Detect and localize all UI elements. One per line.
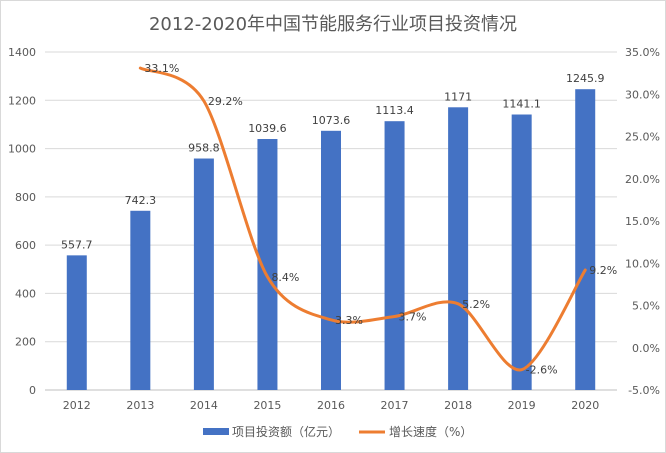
y-left-tick-label: 200 — [15, 336, 36, 349]
chart-title: 2012-2020年中国节能服务行业项目投资情况 — [149, 14, 517, 35]
bar — [66, 255, 87, 390]
y-right-tick-label: 35.0% — [625, 46, 660, 59]
bar — [130, 210, 151, 390]
bar-data-label: 1245.9 — [566, 72, 605, 85]
x-tick-label: 2014 — [190, 399, 218, 412]
bar — [321, 130, 341, 390]
line-data-label: 3.3% — [335, 314, 363, 327]
y-left-tick-label: 0 — [29, 384, 36, 397]
bar-data-label: 1171 — [444, 90, 472, 103]
y-left-tick-label: 1200 — [8, 94, 36, 107]
bar-data-label: 1141.1 — [502, 98, 541, 111]
y-right-tick-label: 5.0% — [632, 300, 660, 313]
bar — [193, 158, 214, 390]
legend-label-bar: 项目投资额（亿元） — [232, 424, 340, 439]
line-data-label: 8.4% — [271, 271, 299, 284]
y-right-tick-label: 30.0% — [625, 88, 660, 101]
bar — [384, 121, 405, 391]
y-left-tick-label: 1400 — [8, 46, 36, 59]
y-right-tick-label: 20.0% — [625, 173, 660, 186]
y-left-tick-label: 600 — [15, 239, 36, 252]
x-tick-label: 2016 — [317, 399, 345, 412]
line-data-label: 29.2% — [208, 95, 243, 108]
line-data-label: 3.7% — [399, 310, 427, 323]
x-tick-label: 2018 — [444, 399, 472, 412]
x-tick-label: 2015 — [253, 399, 281, 412]
bar-data-label: 557.7 — [61, 238, 93, 251]
x-tick-label: 2017 — [381, 399, 409, 412]
y-right-tick-label: 15.0% — [625, 215, 660, 228]
legend-swatch-bar — [203, 428, 229, 435]
x-tick-label: 2012 — [63, 399, 91, 412]
y-left-tick-label: 800 — [15, 191, 36, 204]
x-tick-label: 2013 — [126, 399, 154, 412]
line-data-label: 9.2% — [589, 264, 617, 277]
legend-label-line: 增长速度（%） — [389, 424, 472, 439]
y-right-tick-label: 0.0% — [632, 342, 660, 355]
y-left-tick-label: 400 — [15, 287, 36, 300]
y-right-tick-label: 10.0% — [625, 257, 660, 270]
line-data-label: 5.2% — [462, 298, 490, 311]
y-right-tick-label: -5.0% — [628, 384, 660, 397]
line-data-label: -2.6% — [526, 364, 558, 377]
bar — [448, 107, 469, 390]
bar — [257, 139, 278, 390]
bar-data-label: 742.3 — [125, 194, 157, 207]
bar-data-label: 958.8 — [188, 142, 220, 155]
y-left-tick-label: 1000 — [8, 143, 36, 156]
bar — [511, 114, 532, 390]
y-right-tick-label: 25.0% — [625, 131, 660, 144]
bar — [575, 89, 596, 391]
x-tick-label: 2020 — [571, 399, 599, 412]
bar-data-label: 1113.4 — [375, 104, 414, 117]
x-tick-label: 2019 — [508, 399, 536, 412]
line-data-label: 33.1% — [144, 62, 179, 75]
bar-data-label: 1073.6 — [312, 114, 351, 127]
bar-data-label: 1039.6 — [248, 122, 287, 135]
